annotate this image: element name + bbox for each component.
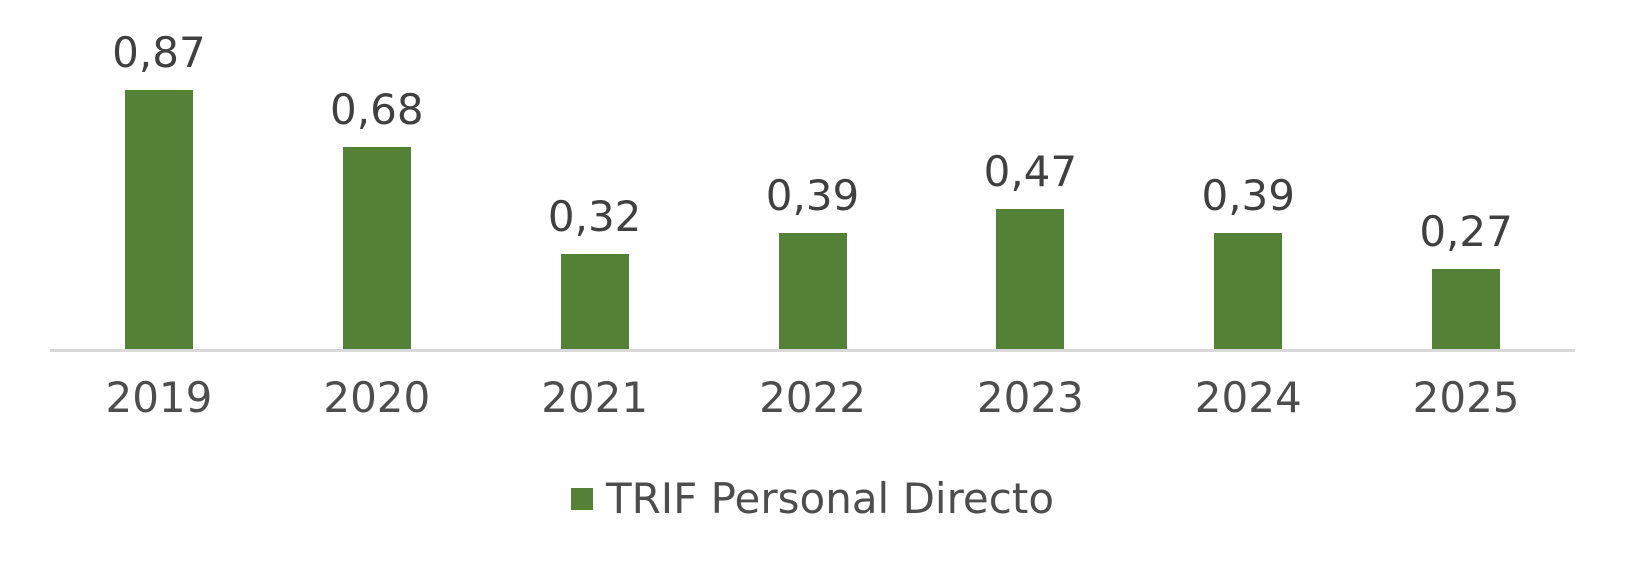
bar	[1214, 233, 1283, 350]
bar-column: 0,87	[50, 0, 268, 350]
bar	[124, 90, 193, 350]
bar-value-label: 0,32	[547, 192, 642, 241]
plot-area: 0,87 0,68 0,32 0,39 0,47 0,39 0,27	[50, 0, 1575, 350]
bar-column: 0,39	[704, 0, 922, 350]
x-axis-label: 2025	[1412, 373, 1520, 422]
legend: TRIF Personal Directo	[0, 474, 1625, 523]
x-axis-label: 2024	[1194, 373, 1302, 422]
bar	[560, 254, 629, 350]
bar-column: 0,68	[268, 0, 486, 350]
bar-value-label: 0,68	[330, 85, 424, 134]
x-axis-line	[50, 349, 1575, 352]
x-axis-label: 2021	[541, 373, 649, 422]
legend-label: TRIF Personal Directo	[605, 474, 1055, 523]
bar-value-label: 0,27	[1419, 207, 1513, 256]
bar-value-label: 0,39	[765, 171, 860, 220]
legend-marker-icon	[570, 488, 593, 511]
bar	[1432, 269, 1501, 350]
bar-value-label: 0,47	[983, 147, 1078, 196]
bar	[996, 209, 1065, 350]
x-axis-label: 2019	[105, 373, 213, 422]
x-axis-labels: 2019 2020 2021 2022 2023 2024 2025	[50, 373, 1575, 422]
bar-value-label: 0,87	[112, 28, 206, 77]
bar	[778, 233, 847, 350]
bar	[342, 147, 411, 350]
x-axis-label: 2020	[323, 373, 431, 422]
bar-column: 0,39	[1139, 0, 1357, 350]
bar-column: 0,27	[1357, 0, 1575, 350]
bar-value-label: 0,39	[1201, 171, 1295, 220]
bar-column: 0,32	[486, 0, 704, 350]
bar-column: 0,47	[921, 0, 1139, 350]
x-axis-label: 2022	[759, 373, 866, 422]
x-axis-label: 2023	[976, 373, 1084, 422]
